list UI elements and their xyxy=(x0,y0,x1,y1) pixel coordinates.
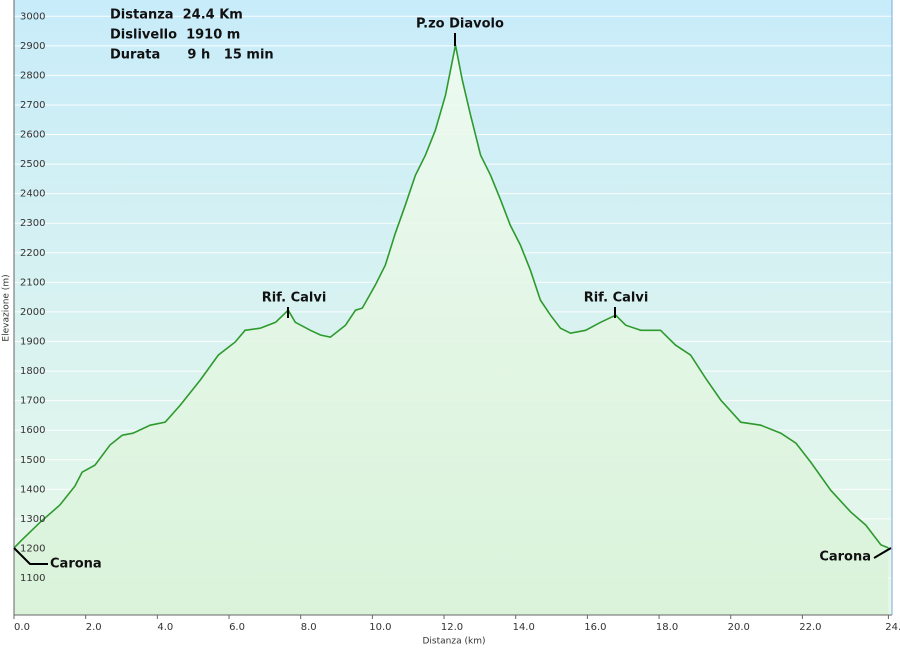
y-tick-label: 1100 xyxy=(20,573,45,584)
y-tick-label: 2900 xyxy=(20,41,45,52)
info-distance: Distanza 24.4 Km xyxy=(110,8,243,23)
y-tick-label: 1300 xyxy=(20,514,45,525)
y-tick-label: 1200 xyxy=(20,543,45,554)
x-tick-label: 10.0 xyxy=(369,622,391,633)
y-tick-label: 1700 xyxy=(20,396,45,407)
y-tick-label: 2000 xyxy=(20,307,45,318)
x-tick-label: 18.0 xyxy=(656,622,678,633)
x-tick-label: 20.0 xyxy=(728,622,750,633)
x-tick-label: 0.0 xyxy=(14,622,30,633)
x-tick-label: 16.0 xyxy=(584,622,606,633)
y-tick-label: 1900 xyxy=(20,337,45,348)
y-tick-label: 1800 xyxy=(20,366,45,377)
y-tick-label: 2800 xyxy=(20,70,45,81)
x-tick-label: 14.0 xyxy=(513,622,535,633)
y-tick-label: 2300 xyxy=(20,218,45,229)
x-tick-label: 4.0 xyxy=(157,622,173,633)
y-tick-label: 1600 xyxy=(20,425,45,436)
y-tick-label: 1400 xyxy=(20,484,45,495)
y-tick-label: 2600 xyxy=(20,130,45,141)
x-tick-label: 22.0 xyxy=(799,622,821,633)
x-tick-label: 12.0 xyxy=(441,622,463,633)
y-tick-label: 2500 xyxy=(20,159,45,170)
annotation: Rif. Calvi xyxy=(262,291,327,306)
y-axis-label: Elevazione (m) xyxy=(2,274,12,341)
pointer xyxy=(13,547,48,565)
y-tick-label: 2700 xyxy=(20,100,45,111)
annotation: P.zo Diavolo xyxy=(416,17,504,32)
annotation: Carona xyxy=(50,557,102,572)
info-climb: Dislivello 1910 m xyxy=(110,28,240,43)
x-tick-label: 8.0 xyxy=(301,622,317,633)
x-tick-label: 24.4 xyxy=(885,622,900,633)
info-duration: Durata 9 h 15 min xyxy=(110,48,274,63)
pointer xyxy=(873,547,892,559)
area xyxy=(14,45,889,615)
annotation: Rif. Calvi xyxy=(584,291,649,306)
annotation: Carona xyxy=(819,550,871,565)
x-tick-label: 6.0 xyxy=(229,622,245,633)
profile-line xyxy=(13,45,889,549)
y-tick-label: 1500 xyxy=(20,455,45,466)
y-tick-label: 2100 xyxy=(20,277,45,288)
y-tick-label: 2400 xyxy=(20,189,45,200)
x-axis-label: Distanza (km) xyxy=(423,637,486,647)
x-tick-label: 2.0 xyxy=(86,622,102,633)
y-tick-label: 3000 xyxy=(20,11,45,22)
y-tick-label: 2200 xyxy=(20,248,45,259)
